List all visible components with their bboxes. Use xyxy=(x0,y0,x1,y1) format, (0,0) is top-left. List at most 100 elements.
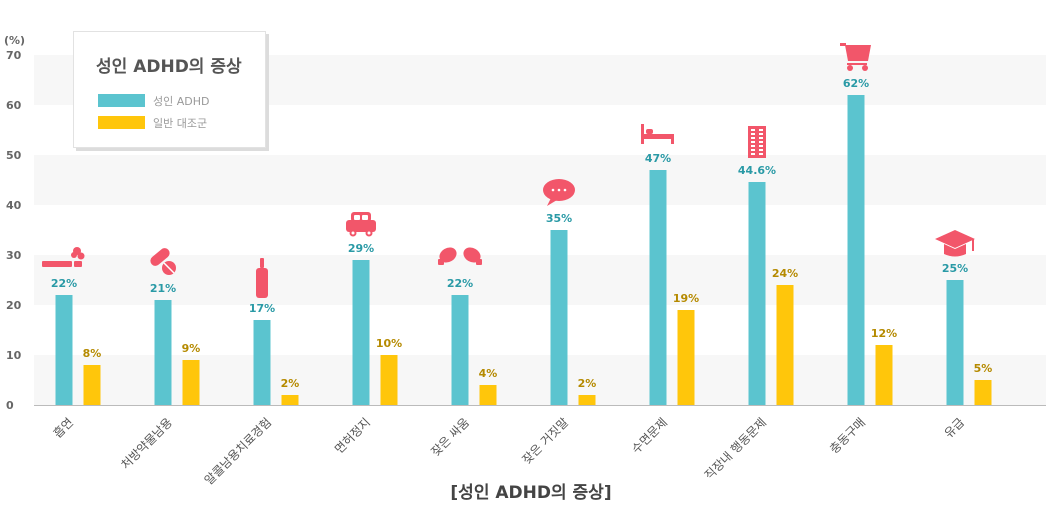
bar-control xyxy=(875,345,893,405)
bottle-icon-shape xyxy=(260,258,264,268)
pill-icon-shape xyxy=(163,262,175,274)
y-tick-label: 70 xyxy=(6,49,22,62)
building-icon-shape xyxy=(751,153,755,155)
shopping-cart-icon-shape xyxy=(847,63,867,65)
cigarette-icon-shape xyxy=(74,261,82,267)
shopping-cart-icon-shape xyxy=(845,45,871,61)
building-icon-shape xyxy=(759,133,763,135)
bed-icon-shape xyxy=(646,129,653,134)
building-icon-shape xyxy=(751,149,755,151)
shopping-cart-icon xyxy=(840,43,871,71)
y-tick-label: 60 xyxy=(6,99,22,112)
y-tick-label: 20 xyxy=(6,299,22,312)
grid-band xyxy=(34,255,1046,305)
boxing-glove-icon-shape xyxy=(463,247,481,263)
y-tick-label: 30 xyxy=(6,249,22,262)
x-tick-label: 직장내 행동문제 xyxy=(701,415,769,483)
data-label-adhd: 25% xyxy=(942,262,968,275)
boxing-glove-icon-shape xyxy=(438,259,444,265)
y-axis: 0 10 20 30 40 50 60 70 (%) xyxy=(4,34,25,412)
bar-adhd xyxy=(649,170,667,405)
building-icon-shape xyxy=(759,145,763,147)
x-tick-label: 알콜남용치료경험 xyxy=(202,415,274,487)
data-label-adhd: 47% xyxy=(645,152,671,165)
graduation-cap-icon-shape xyxy=(935,230,975,248)
data-label-adhd: 62% xyxy=(843,77,869,90)
speech-bubble-icon-shape xyxy=(551,188,555,192)
car-icon-shape xyxy=(362,215,368,220)
data-label-adhd: 22% xyxy=(447,277,473,290)
building-icon-shape xyxy=(759,137,763,139)
building-icon-shape xyxy=(751,129,755,131)
bar-adhd xyxy=(847,95,865,405)
bar-adhd xyxy=(946,280,964,405)
data-label-adhd: 22% xyxy=(51,277,77,290)
car-icon-shape xyxy=(346,220,376,232)
data-label-control: 5% xyxy=(974,362,993,375)
data-label-control: 10% xyxy=(376,337,402,350)
bar-adhd xyxy=(55,295,73,405)
shopping-cart-icon-shape xyxy=(840,43,846,46)
data-label-control: 8% xyxy=(83,347,102,360)
x-tick-label: 흡연 xyxy=(51,415,77,441)
bar-control xyxy=(974,380,992,405)
data-label-control: 12% xyxy=(871,327,897,340)
bar-adhd xyxy=(253,320,271,405)
building-icon-shape xyxy=(751,133,755,135)
x-tick-label: 면허정지 xyxy=(332,415,373,456)
legend-title: 성인 ADHD의 증상 xyxy=(96,57,242,77)
boxing-glove-icon-shape xyxy=(476,259,482,265)
speech-bubble-icon-shape xyxy=(557,188,561,192)
data-label-control: 4% xyxy=(479,367,498,380)
bar-adhd xyxy=(748,182,766,405)
car-icon-shape xyxy=(351,231,355,235)
data-label-adhd: 35% xyxy=(546,212,572,225)
bed-icon-shape xyxy=(671,134,674,144)
speech-bubble-icon-shape xyxy=(547,198,557,206)
bar-control xyxy=(380,355,398,405)
x-axis-title: [성인 ADHD의 증상] xyxy=(450,483,612,503)
legend: 성인 ADHD의 증상 성인 ADHD 일반 대조군 xyxy=(73,31,266,148)
data-label-control: 24% xyxy=(772,267,798,280)
legend-swatch-adhd xyxy=(98,94,145,107)
cigarette-icon-shape xyxy=(71,252,77,258)
graduation-cap-icon xyxy=(935,230,975,257)
shopping-cart-icon-shape xyxy=(862,65,868,71)
data-label-control: 2% xyxy=(281,377,300,390)
building-icon-shape xyxy=(751,137,755,139)
bed-icon xyxy=(641,124,674,144)
building-icon-shape xyxy=(759,141,763,143)
building-icon xyxy=(748,126,766,158)
data-label-adhd: 29% xyxy=(348,242,374,255)
car-icon-shape xyxy=(367,231,371,235)
legend-label-control: 일반 대조군 xyxy=(153,116,208,130)
pill-icon-shape xyxy=(150,248,170,266)
bar-control xyxy=(776,285,794,405)
cigarette-icon-shape xyxy=(42,261,72,267)
bar-adhd xyxy=(154,300,172,405)
pill-icon xyxy=(150,248,176,275)
y-tick-label: 10 xyxy=(6,349,22,362)
legend-label-adhd: 성인 ADHD xyxy=(153,94,210,108)
car-icon xyxy=(346,212,376,237)
data-label-adhd: 21% xyxy=(150,282,176,295)
bar-control xyxy=(479,385,497,405)
graduation-cap-icon-shape xyxy=(972,239,974,251)
speech-bubble-icon xyxy=(543,179,575,206)
bar-control xyxy=(578,395,596,405)
x-axis: 흡연 처방약물남용 알콜남용치료경험 면허정지 잦은 싸움 잦은 거짓말 수면문제 직장내 행… xyxy=(34,405,1046,488)
bar-control xyxy=(281,395,299,405)
boxing-glove-icon xyxy=(438,247,482,265)
building-icon-shape xyxy=(751,145,755,147)
category-icons xyxy=(42,43,975,298)
bar-control xyxy=(677,310,695,405)
y-axis-unit: (%) xyxy=(4,34,25,47)
legend-swatch-control xyxy=(98,116,145,129)
bar-adhd xyxy=(550,230,568,405)
data-label-control: 2% xyxy=(578,377,597,390)
bar-adhd xyxy=(451,295,469,405)
speech-bubble-icon-shape xyxy=(563,188,567,192)
data-label-control: 9% xyxy=(182,342,201,355)
y-tick-label: 40 xyxy=(6,199,22,212)
